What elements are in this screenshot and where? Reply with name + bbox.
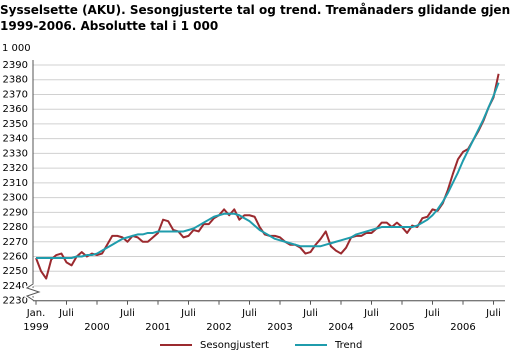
x-tick-label: Juli [424,308,440,319]
legend-label: Sesongjustert [200,340,269,351]
x-tick-label: Juli [241,308,257,319]
y-tick-label: 2280 [3,222,28,233]
chart-title-line: Sysselsette (AKU). Sesongjusterte tal og… [0,3,511,33]
y-tick-label: 2380 [3,75,28,86]
x-tick-label: 2004 [328,322,353,333]
y-tick-label: 2230 [3,296,28,307]
x-tick-label: 2001 [145,322,170,333]
x-tick-label: Juli [58,308,74,319]
y-tick-label: 2350 [3,119,28,130]
series-line [36,82,500,259]
y-tick-label: 2340 [3,134,28,145]
y-tick-label: 2330 [3,148,28,159]
x-tick-label: 2005 [389,322,414,333]
y-tick-label: 2270 [3,237,28,248]
x-tick-label: Juli [302,308,318,319]
y-tick-label: 2390 [3,60,28,71]
y-tick-label: 2300 [3,193,28,204]
x-tick-label: Juli [363,308,379,319]
x-tick-label: 2003 [267,322,292,333]
y-tick-label: 2290 [3,207,28,218]
x-tick-label: Juli [485,308,501,319]
legend-label: Trend [334,340,362,351]
y-tick-label: 2370 [3,89,28,100]
y-tick-label: 2240 [3,281,28,292]
x-tick-label: Juli [180,308,196,319]
y-tick-label: 2250 [3,266,28,277]
x-tick-label: Jan. 1999 [23,308,48,333]
x-tick-label: 2006 [450,322,475,333]
x-tick-label: 2002 [206,322,231,333]
axis-break [25,283,41,301]
y-tick-label: 2320 [3,163,28,174]
x-tick-label: Juli [119,308,135,319]
y-unit: 1 000 [2,43,31,54]
y-tick-label: 2360 [3,104,28,115]
y-tick-label: 2260 [3,252,28,263]
y-tick-label: 2310 [3,178,28,189]
x-tick-label: 2000 [84,322,109,333]
